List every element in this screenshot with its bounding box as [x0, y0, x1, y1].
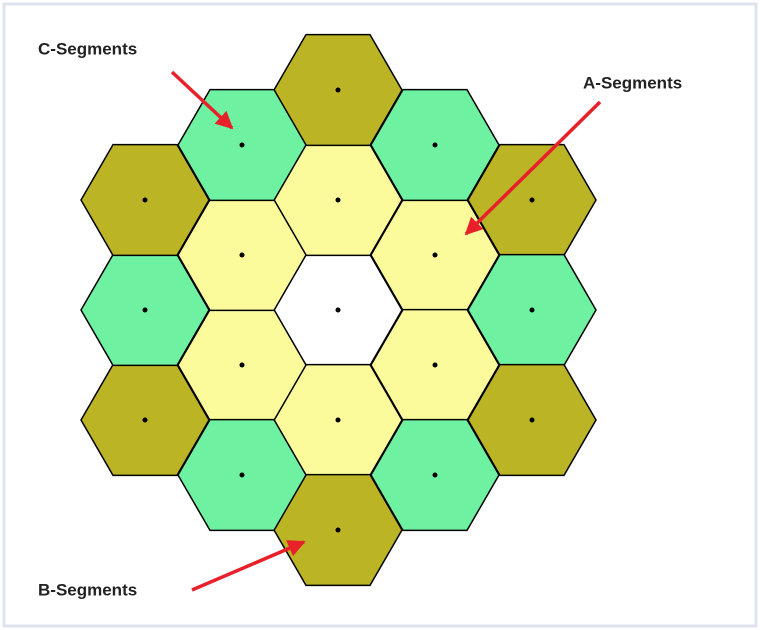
label: A-Segments	[583, 73, 682, 92]
cell-center	[239, 472, 245, 478]
cell-center	[529, 197, 535, 203]
cell-center	[335, 87, 341, 93]
label: C-Segments	[38, 39, 137, 58]
cell-center	[239, 252, 245, 258]
label: B-Segments	[38, 580, 137, 599]
cell-center	[142, 197, 148, 203]
cell-center	[432, 472, 438, 478]
cell-center	[432, 142, 438, 148]
cell-center	[432, 252, 438, 258]
cell-center	[529, 417, 535, 423]
arrow	[191, 540, 306, 592]
cell-center	[239, 142, 245, 148]
arrow	[170, 70, 234, 130]
cell-center	[335, 307, 341, 313]
cell-center	[239, 362, 245, 368]
cell-center	[142, 307, 148, 313]
cell-center	[335, 527, 341, 533]
cell-center	[529, 307, 535, 313]
cell-center	[142, 417, 148, 423]
arrow	[464, 100, 602, 236]
cell-center	[335, 197, 341, 203]
cell-center	[432, 362, 438, 368]
cell-center	[335, 417, 341, 423]
